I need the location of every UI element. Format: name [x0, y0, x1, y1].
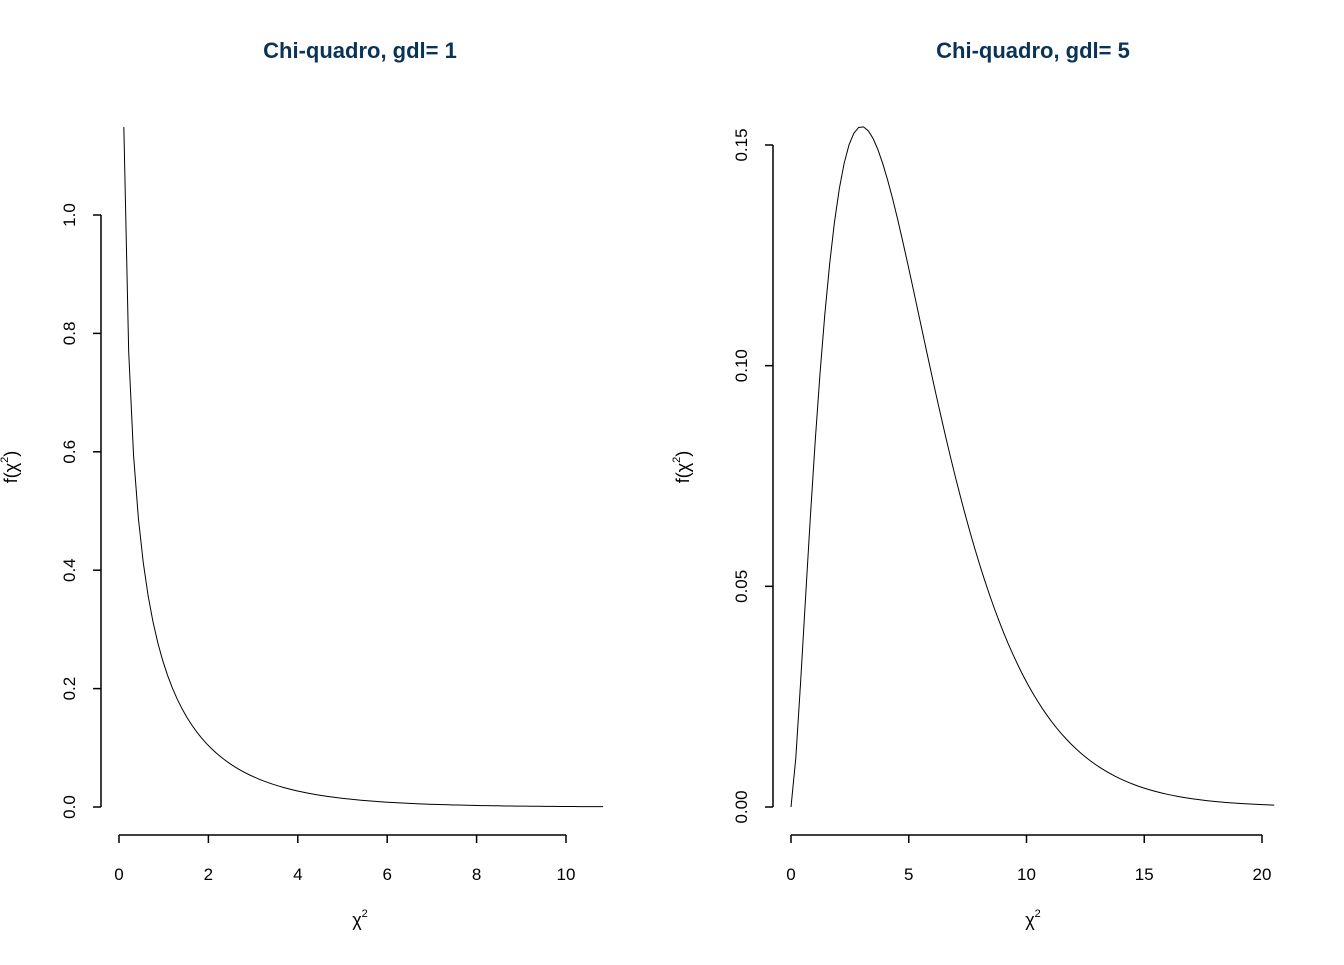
panel-df5: Chi-quadro, gdl= 5 0 5 10 15 200.000.050.100… — [671, 38, 1275, 930]
y-tick-label: 0.15 — [732, 128, 751, 161]
y-tick-label: 0.0 — [60, 795, 79, 819]
x-tick-label: 10 — [557, 865, 576, 884]
x-tick-label: 15 — [1135, 865, 1154, 884]
y-tick-label: 0.8 — [60, 322, 79, 346]
y-axis-label: f(χ2) — [671, 451, 693, 484]
y-tick-label: 0.10 — [732, 349, 751, 382]
x-tick-label: 0 — [786, 865, 795, 884]
x-tick-label: 10 — [1017, 865, 1036, 884]
y-axis-label: f(χ2) — [0, 451, 21, 484]
chart-title: Chi-quadro, gdl= 5 — [936, 38, 1130, 63]
x-tick-label: 0 — [114, 865, 123, 884]
density-curve — [123, 127, 604, 808]
density-curve — [790, 126, 1275, 808]
y-tick-label: 0.05 — [732, 570, 751, 603]
x-axis-label: χ2 — [352, 908, 368, 930]
x-axis-label: χ2 — [1025, 908, 1041, 930]
y-tick-label: 0.4 — [60, 558, 79, 582]
x-tick-label: 8 — [472, 865, 481, 884]
x-tick-label: 20 — [1253, 865, 1272, 884]
y-tick-label: 0.2 — [60, 677, 79, 701]
chart-title: Chi-quadro, gdl= 1 — [263, 38, 457, 63]
x-tick-label: 5 — [904, 865, 913, 884]
y-tick-label: 0.00 — [732, 790, 751, 823]
x-tick-label: 6 — [382, 865, 391, 884]
x-tick-label: 4 — [293, 865, 302, 884]
panel-df1: Chi-quadro, gdl= 1 0 2 4 6 8 10 0.0 0.2 0.4 0.6 0.… — [0, 38, 604, 930]
x-tick-label: 2 — [204, 865, 213, 884]
axes: 0 2 4 6 8 10 0.0 0.2 0.4 0.6 0.8 1.0 — [60, 203, 575, 884]
axes: 0 5 10 15 20 0.00 0.05 0.10 0.15 — [732, 128, 1271, 884]
y-tick-label: 1.0 — [60, 203, 79, 227]
y-tick-label: 0.6 — [60, 440, 79, 464]
